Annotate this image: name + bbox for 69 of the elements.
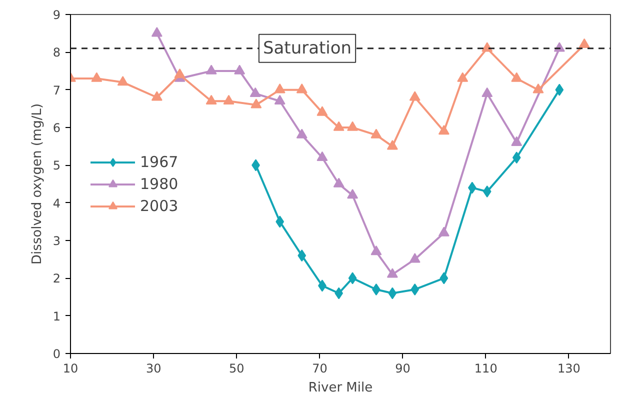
point xyxy=(223,94,234,105)
point xyxy=(457,72,468,82)
point xyxy=(386,268,398,278)
point xyxy=(578,38,590,48)
point xyxy=(334,287,344,300)
point xyxy=(234,64,246,74)
point xyxy=(347,121,358,131)
y-tick-label: 6 xyxy=(52,121,61,135)
point xyxy=(274,84,286,94)
point xyxy=(410,283,420,296)
point xyxy=(316,106,328,116)
point xyxy=(298,250,306,262)
point xyxy=(348,272,357,284)
point xyxy=(91,72,102,82)
point xyxy=(250,98,262,108)
x-tick-label: 10 xyxy=(62,362,78,376)
legend-label: 2003 xyxy=(140,196,178,214)
point xyxy=(532,84,544,94)
x-tick-label: 70 xyxy=(312,362,328,376)
point xyxy=(274,94,286,105)
point xyxy=(296,84,308,94)
point xyxy=(117,76,128,86)
y-tick-label: 5 xyxy=(52,158,61,173)
point xyxy=(511,136,522,146)
point xyxy=(333,178,344,188)
point xyxy=(151,27,162,37)
x-tick-label: 110 xyxy=(474,362,498,376)
x-axis-title: River Mile xyxy=(308,380,373,396)
point xyxy=(347,189,358,199)
x-tick-label: 50 xyxy=(229,362,244,376)
point xyxy=(386,140,398,150)
point xyxy=(555,84,564,96)
point xyxy=(370,246,382,256)
point xyxy=(511,72,522,82)
legend-label: 1967 xyxy=(140,152,178,170)
y-tick-label: 9 xyxy=(52,8,61,22)
point xyxy=(440,272,448,284)
y-tick-label: 1 xyxy=(52,309,61,324)
y-tick-label: 4 xyxy=(52,196,61,210)
y-axis-title: Dissolved oxygen (mg/L) xyxy=(30,103,45,265)
legend-label: 1980 xyxy=(140,174,178,192)
ref-line-label: Saturation xyxy=(262,38,352,58)
point xyxy=(409,91,420,101)
point xyxy=(388,287,397,300)
point xyxy=(370,128,382,138)
point xyxy=(174,68,186,78)
point xyxy=(482,42,493,52)
point xyxy=(482,186,492,198)
y-tick-label: 0 xyxy=(52,347,61,361)
point xyxy=(482,87,493,97)
point xyxy=(316,151,328,162)
x-tick-label: 30 xyxy=(146,362,162,376)
y-tick-label: 8 xyxy=(52,46,61,60)
point xyxy=(296,128,308,138)
point xyxy=(206,94,217,105)
y-tick-label: 3 xyxy=(52,234,61,248)
point xyxy=(250,87,261,97)
point xyxy=(276,216,284,228)
x-tick-label: 90 xyxy=(395,362,410,376)
y-tick-label: 7 xyxy=(52,83,61,98)
point xyxy=(151,91,162,101)
y-tick-label: 2 xyxy=(52,272,61,286)
point xyxy=(206,64,217,74)
point xyxy=(333,121,344,131)
point xyxy=(512,152,521,164)
x-tick-label: 130 xyxy=(558,362,580,376)
point xyxy=(438,124,450,135)
point xyxy=(409,253,420,263)
point xyxy=(438,226,450,236)
